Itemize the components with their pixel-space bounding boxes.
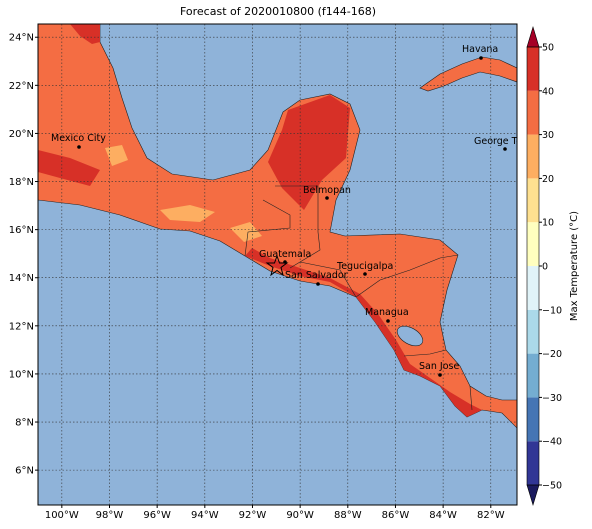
- city-label: Guatemala: [259, 249, 311, 260]
- border: [355, 254, 459, 298]
- colorbar-tick-label: −40: [542, 437, 562, 448]
- city-marker: [363, 272, 367, 276]
- x-tick-label: 86°W: [382, 510, 410, 521]
- y-tick-label: 12°N: [9, 321, 34, 332]
- colorbar-segment: [527, 222, 539, 266]
- colorbar-segment: [527, 397, 539, 442]
- city-marker: [479, 56, 483, 60]
- y-tick-label: 14°N: [9, 273, 34, 284]
- x-tick-label: 88°W: [334, 510, 362, 521]
- city-label: San Jose: [419, 361, 459, 372]
- colorbar-tick-label: 10: [542, 218, 554, 229]
- y-tick-label: 16°N: [9, 225, 34, 236]
- y-tick-label: 22°N: [9, 81, 34, 92]
- city-label: Havana: [462, 44, 498, 55]
- colorbar-tick-label: 30: [542, 130, 554, 141]
- city-marker: [77, 145, 81, 149]
- border: [469, 385, 473, 411]
- colorbar-segment: [527, 441, 539, 485]
- city-label: Managua: [365, 307, 409, 318]
- city-marker: [325, 196, 329, 200]
- colorbar-tick-label: −10: [542, 305, 562, 316]
- y-tick-label: 8°N: [15, 418, 34, 429]
- x-tick-label: 92°W: [239, 510, 267, 521]
- mild-patch: [105, 145, 128, 166]
- colorbar-segment: [527, 178, 539, 223]
- border: [403, 349, 447, 357]
- border: [289, 231, 321, 269]
- mild-patch: [230, 222, 262, 242]
- hot-mexico: [38, 150, 100, 186]
- colorbar-segment: [527, 47, 539, 91]
- colorbar-tick-label: 50: [542, 43, 554, 54]
- colorbar-segment: [527, 90, 539, 135]
- city-marker: [316, 282, 320, 286]
- mild-patch: [160, 205, 215, 222]
- city-label: Mexico City: [51, 133, 106, 144]
- star-marker: [265, 254, 289, 277]
- hot-yucatan: [268, 95, 350, 210]
- colorbar-over: [526, 25, 540, 48]
- x-tick-label: 84°W: [429, 510, 457, 521]
- city-label: George Town: [474, 136, 535, 147]
- x-tick-label: 98°W: [96, 510, 124, 521]
- colorbar-tick-label: −30: [542, 393, 562, 404]
- colorbar-segment: [527, 309, 539, 354]
- cuba: [419, 56, 517, 92]
- city-label: Tegucigalpa: [336, 261, 393, 272]
- border: [299, 261, 357, 298]
- x-tick-label: 94°W: [191, 510, 219, 521]
- land: [38, 24, 517, 429]
- colorbar-segment: [527, 134, 539, 179]
- y-tick-label: 24°N: [9, 33, 34, 44]
- city-marker: [438, 373, 442, 377]
- colorbar-tick-label: 0: [542, 262, 548, 273]
- x-tick-label: 96°W: [143, 510, 171, 521]
- city-marker: [386, 319, 390, 323]
- hot-north: [70, 24, 100, 44]
- hot-pacific: [245, 248, 482, 417]
- border: [244, 199, 291, 257]
- y-tick-label: 6°N: [15, 466, 34, 477]
- city-label: San Salvador: [285, 270, 348, 281]
- y-tick-label: 10°N: [9, 369, 34, 380]
- x-tick-label: 100°W: [45, 510, 79, 521]
- colorbar-segment: [527, 266, 539, 310]
- x-tick-label: 90°W: [286, 510, 314, 521]
- city-marker: [503, 147, 507, 151]
- colorbar-segment: [527, 353, 539, 398]
- colorbar-label: Max Temperature (°C): [569, 211, 580, 321]
- city-label: Belmopan: [303, 185, 351, 196]
- y-tick-label: 20°N: [9, 129, 34, 140]
- colorbar-tick-label: −20: [542, 349, 562, 360]
- map-frame: [37, 23, 518, 506]
- colorbar-tick-label: −50: [542, 481, 562, 492]
- x-tick-label: 82°W: [477, 510, 505, 521]
- y-tick-label: 18°N: [9, 177, 34, 188]
- colorbar-under: [526, 484, 540, 507]
- colorbar-tick-label: 20: [542, 174, 554, 185]
- map-area: Mexico City Havana George Town Belmopan Guat…: [38, 24, 535, 505]
- lake-nicaragua: [396, 325, 424, 347]
- colorbar-tick-label: 40: [542, 86, 554, 97]
- map-title: Forecast of 2020010800 (f144-168): [180, 5, 376, 18]
- border: [275, 185, 319, 232]
